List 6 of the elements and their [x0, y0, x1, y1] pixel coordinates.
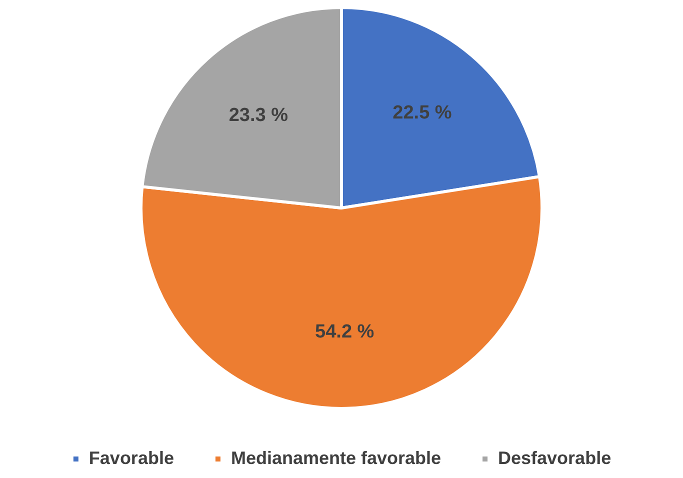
legend-label: Medianamente favorable: [230, 448, 442, 468]
data-label: 54.2 %: [315, 322, 374, 343]
legend-label: Favorable: [88, 448, 174, 468]
data-label: 23.3 %: [228, 104, 288, 126]
data-label: 22.5 %: [392, 102, 452, 124]
legend-label: Desfavorable: [498, 448, 612, 468]
